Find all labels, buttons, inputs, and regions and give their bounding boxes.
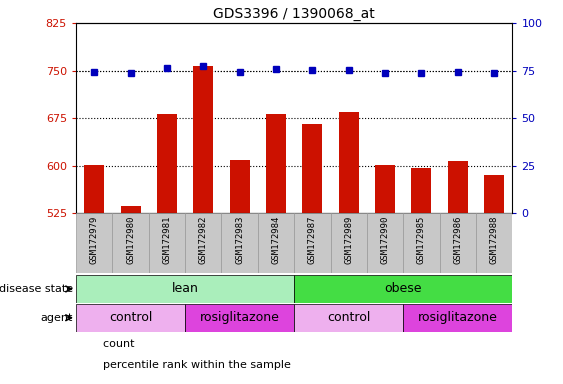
- Text: control: control: [327, 311, 370, 324]
- Bar: [294, 213, 330, 273]
- Bar: [412, 168, 431, 213]
- Bar: [76, 275, 294, 303]
- Bar: [476, 213, 512, 273]
- Bar: [149, 213, 185, 273]
- Text: GSM172983: GSM172983: [235, 216, 244, 265]
- Text: obese: obese: [385, 283, 422, 295]
- Text: count: count: [96, 339, 134, 349]
- Text: GSM172982: GSM172982: [199, 216, 208, 265]
- Title: GDS3396 / 1390068_at: GDS3396 / 1390068_at: [213, 7, 375, 21]
- Bar: [157, 114, 177, 213]
- Text: GSM172990: GSM172990: [381, 216, 390, 265]
- Bar: [258, 213, 294, 273]
- Bar: [193, 66, 213, 213]
- Text: agent: agent: [41, 313, 73, 323]
- Bar: [403, 213, 440, 273]
- Bar: [294, 304, 403, 331]
- Text: GSM172988: GSM172988: [490, 216, 499, 265]
- Text: control: control: [109, 311, 152, 324]
- Text: GSM172989: GSM172989: [344, 216, 353, 265]
- Bar: [403, 304, 512, 331]
- Bar: [76, 304, 185, 331]
- Bar: [185, 304, 294, 331]
- Bar: [120, 205, 141, 213]
- Bar: [113, 213, 149, 273]
- Text: disease state: disease state: [0, 284, 73, 294]
- Bar: [302, 124, 323, 213]
- Bar: [266, 114, 286, 213]
- Bar: [367, 213, 403, 273]
- Bar: [185, 213, 221, 273]
- Bar: [294, 275, 512, 303]
- Bar: [440, 213, 476, 273]
- Bar: [221, 213, 258, 273]
- Bar: [230, 160, 249, 213]
- Text: GSM172980: GSM172980: [126, 216, 135, 265]
- Bar: [448, 161, 468, 213]
- Bar: [339, 113, 359, 213]
- Text: lean: lean: [172, 283, 199, 295]
- Text: GSM172981: GSM172981: [162, 216, 171, 265]
- Text: rosiglitazone: rosiglitazone: [418, 311, 498, 324]
- Text: GSM172985: GSM172985: [417, 216, 426, 265]
- Text: GSM172979: GSM172979: [90, 216, 99, 265]
- Text: GSM172987: GSM172987: [308, 216, 317, 265]
- Bar: [484, 175, 504, 213]
- Bar: [84, 165, 104, 213]
- Text: GSM172984: GSM172984: [271, 216, 280, 265]
- Text: percentile rank within the sample: percentile rank within the sample: [96, 360, 291, 370]
- Bar: [76, 213, 113, 273]
- Text: GSM172986: GSM172986: [453, 216, 462, 265]
- Bar: [330, 213, 367, 273]
- Text: rosiglitazone: rosiglitazone: [200, 311, 280, 324]
- Bar: [375, 165, 395, 213]
